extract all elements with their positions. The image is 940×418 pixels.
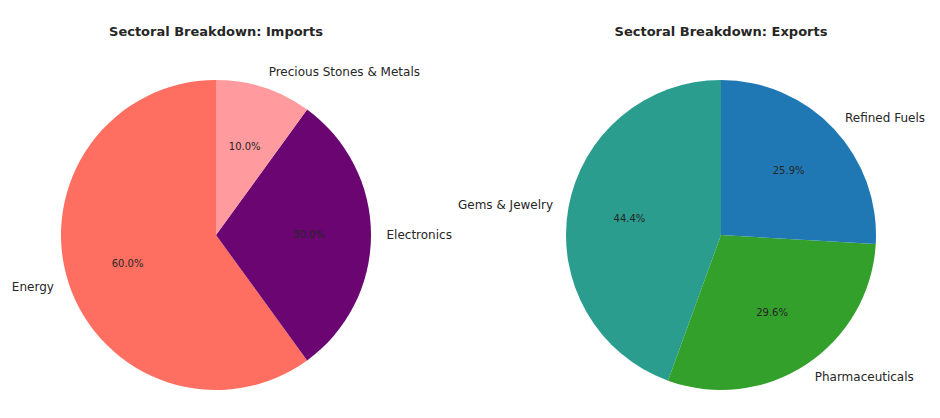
slice-label: Refined Fuels — [845, 110, 925, 124]
pie-slice — [721, 80, 876, 244]
slice-label: Precious Stones & Metals — [269, 65, 420, 79]
data-label: 60.0% — [112, 258, 144, 269]
data-label: 29.6% — [756, 307, 788, 318]
pie-slice — [216, 110, 371, 361]
pie-chart: Sectoral Breakdown: Exports Gems & Jewelr… — [458, 24, 925, 390]
pie-slice — [216, 80, 307, 235]
slice-label: Pharmaceuticals — [815, 370, 914, 384]
slice-label: Gems & Jewelry — [458, 198, 553, 212]
slice-label: Electronics — [387, 228, 452, 242]
chart-title: Sectoral Breakdown: Imports — [109, 24, 323, 39]
slices: Energy Electronics Precious Stones & Metal… — [12, 65, 452, 390]
pie-slice — [668, 235, 876, 390]
data-label: 30.0% — [293, 229, 325, 240]
data-label: 25.9% — [773, 165, 805, 176]
chart-title: Sectoral Breakdown: Exports — [615, 24, 828, 39]
slices: Gems & Jewelry Pharmaceuticals Refined Fue… — [458, 80, 925, 390]
data-label: 10.0% — [229, 141, 261, 152]
data-label: 44.4% — [614, 213, 646, 224]
pie-chart: Sectoral Breakdown: Imports Energy Electro… — [12, 24, 452, 390]
slice-label: Energy — [12, 280, 54, 294]
figure: Sectoral Breakdown: Imports Energy Electro… — [0, 0, 940, 418]
